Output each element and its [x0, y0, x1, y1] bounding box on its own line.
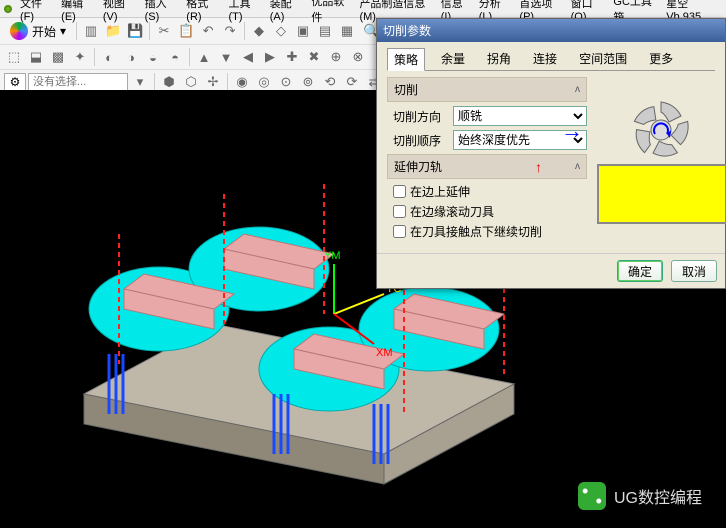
- tb2-b-icon[interactable]: ⬓: [26, 47, 46, 67]
- blue-arrow-icon: →: [561, 118, 583, 144]
- tb-op5-icon[interactable]: ▦: [337, 21, 357, 41]
- chevron-down-icon: ▾: [60, 24, 66, 38]
- tab-strategy[interactable]: 策略: [387, 48, 425, 71]
- chk-continue-contact[interactable]: [393, 225, 406, 238]
- dialog-title: 切削参数: [377, 19, 725, 42]
- material-block: [597, 164, 726, 224]
- section-extend[interactable]: 延伸刀轨 ↑ ʌ: [387, 154, 587, 179]
- tb2-l-icon[interactable]: ▶: [260, 47, 280, 67]
- strategy-graphic: →: [597, 86, 725, 224]
- tb2-a-icon[interactable]: ⬚: [4, 47, 24, 67]
- tb-cut-icon[interactable]: ✂: [154, 21, 174, 41]
- tb3-b-icon[interactable]: ⬢: [159, 72, 179, 92]
- tb3-f-icon[interactable]: ◎: [254, 72, 274, 92]
- tb2-e-icon[interactable]: ◐: [99, 47, 119, 67]
- tb2-p-icon[interactable]: ⊗: [348, 47, 368, 67]
- tb-op4-icon[interactable]: ▤: [315, 21, 335, 41]
- menu-insert[interactable]: 插入(S): [141, 0, 181, 23]
- cut-direction-label: 切削方向: [393, 108, 453, 125]
- tab-corner[interactable]: 拐角: [481, 48, 517, 70]
- selection-filter-input[interactable]: [28, 73, 128, 91]
- dialog-button-row: 确定 取消: [377, 253, 725, 288]
- tb2-i-icon[interactable]: ▲: [194, 47, 214, 67]
- tb-op2-icon[interactable]: ◇: [271, 21, 291, 41]
- watermark-text: UG数控编程: [614, 484, 702, 508]
- tab-stock[interactable]: 余量: [435, 48, 471, 70]
- tb-op1-icon[interactable]: ◆: [249, 21, 269, 41]
- tb-open-icon[interactable]: 📁: [103, 21, 123, 41]
- svg-text:XM: XM: [376, 347, 393, 359]
- chk-extend-edge[interactable]: [393, 185, 406, 198]
- tb2-g-icon[interactable]: ◒: [143, 47, 163, 67]
- chk-roll-tool[interactable]: [393, 205, 406, 218]
- start-button[interactable]: 开始 ▾: [4, 20, 72, 42]
- tb2-o-icon[interactable]: ⊕: [326, 47, 346, 67]
- tb-new-icon[interactable]: ▥: [81, 21, 101, 41]
- tb-save-icon[interactable]: 💾: [125, 21, 145, 41]
- tb2-d-icon[interactable]: ✦: [70, 47, 90, 67]
- tb2-m-icon[interactable]: ✚: [282, 47, 302, 67]
- tb2-k-icon[interactable]: ◀: [238, 47, 258, 67]
- tb3-e-icon[interactable]: ◉: [232, 72, 252, 92]
- svg-text:YM: YM: [324, 250, 341, 262]
- tb2-n-icon[interactable]: ✖: [304, 47, 324, 67]
- chevron-up-icon: ʌ: [575, 84, 580, 95]
- tab-connect[interactable]: 连接: [527, 48, 563, 70]
- tb-op3-icon[interactable]: ▣: [293, 21, 313, 41]
- cut-order-label: 切削顺序: [393, 132, 453, 149]
- menu-bar: 文件(F) 编辑(E) 视图(V) 插入(S) 格式(R) 工具(T) 装配(A…: [0, 0, 726, 18]
- tb3-h-icon[interactable]: ⊚: [298, 72, 318, 92]
- tb-paste-icon[interactable]: 📋: [176, 21, 196, 41]
- menu-view[interactable]: 视图(V): [99, 0, 139, 23]
- tb2-c-icon[interactable]: ▩: [48, 47, 68, 67]
- cutter-icon: [621, 90, 701, 170]
- tab-space[interactable]: 空间范围: [573, 48, 633, 70]
- start-label: 开始: [32, 23, 56, 40]
- tb2-f-icon[interactable]: ◑: [121, 47, 141, 67]
- tb3-d-icon[interactable]: ✢: [203, 72, 223, 92]
- wechat-icon: [578, 482, 606, 510]
- dialog-tabs: 策略 余量 拐角 连接 空间范围 更多: [387, 48, 715, 71]
- start-swirl-icon: [10, 22, 28, 40]
- tab-more[interactable]: 更多: [643, 48, 679, 70]
- watermark: UG数控编程: [578, 482, 702, 510]
- section-cutting[interactable]: 切削 ʌ: [387, 77, 587, 102]
- tb3-a-icon[interactable]: ▾: [130, 72, 150, 92]
- tb3-j-icon[interactable]: ⟳: [342, 72, 362, 92]
- ok-button[interactable]: 确定: [617, 260, 663, 282]
- cutting-params-dialog: 切削参数 策略 余量 拐角 连接 空间范围 更多 切削 ʌ 切削方向 顺铣 切削…: [376, 18, 726, 289]
- menu-assembly[interactable]: 装配(A): [266, 0, 306, 23]
- chevron-up-icon: ʌ: [575, 161, 580, 172]
- app-logo-icon: [4, 5, 12, 13]
- tb3-g-icon[interactable]: ⊙: [276, 72, 296, 92]
- tb3-i-icon[interactable]: ⟲: [320, 72, 340, 92]
- menu-tools[interactable]: 工具(T): [225, 0, 264, 23]
- tb2-h-icon[interactable]: ◓: [165, 47, 185, 67]
- tb-undo-icon[interactable]: ↶: [198, 21, 218, 41]
- cancel-button[interactable]: 取消: [671, 260, 717, 282]
- tb-redo-icon[interactable]: ↷: [220, 21, 240, 41]
- tb3-c-icon[interactable]: ⬡: [181, 72, 201, 92]
- selection-type-icon[interactable]: ⚙: [4, 73, 26, 91]
- menu-format[interactable]: 格式(R): [182, 0, 222, 23]
- red-arrow-icon: ↑: [535, 159, 542, 175]
- tb2-j-icon[interactable]: ▼: [216, 47, 236, 67]
